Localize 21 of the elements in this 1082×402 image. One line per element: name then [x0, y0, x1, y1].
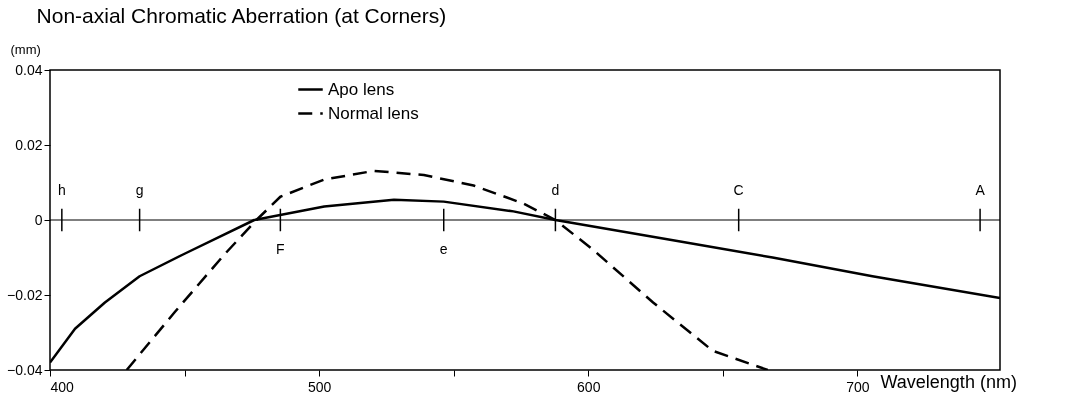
- legend-label: Normal lens: [328, 103, 419, 123]
- x-tick-label: 500: [307, 378, 332, 395]
- y-tick-label: 0: [34, 211, 43, 228]
- ref-line-label: F: [276, 240, 285, 257]
- y-tick-label: −0.02: [7, 286, 43, 303]
- legend-label: Apo lens: [328, 79, 395, 99]
- x-tick-label: 600: [577, 378, 601, 395]
- x-axis-title: Wavelength (nm): [880, 371, 1017, 392]
- ref-line-label: d: [551, 181, 560, 198]
- x-tick-label: 400: [50, 378, 75, 395]
- chart-title: Non-axial Chromatic Aberration (at Corners): [36, 4, 447, 27]
- ref-line-label: h: [57, 181, 66, 198]
- ref-line-label: A: [975, 181, 986, 198]
- y-axis-title: (mm): [10, 41, 41, 57]
- ref-line-label: C: [733, 181, 744, 198]
- y-tick-label: 0.04: [15, 61, 43, 78]
- ref-line-label: e: [439, 240, 448, 257]
- ref-line-label: g: [135, 181, 144, 198]
- x-tick-label: 700: [846, 378, 870, 395]
- y-tick-label: 0.02: [15, 136, 43, 153]
- y-tick-label: −0.04: [7, 361, 43, 378]
